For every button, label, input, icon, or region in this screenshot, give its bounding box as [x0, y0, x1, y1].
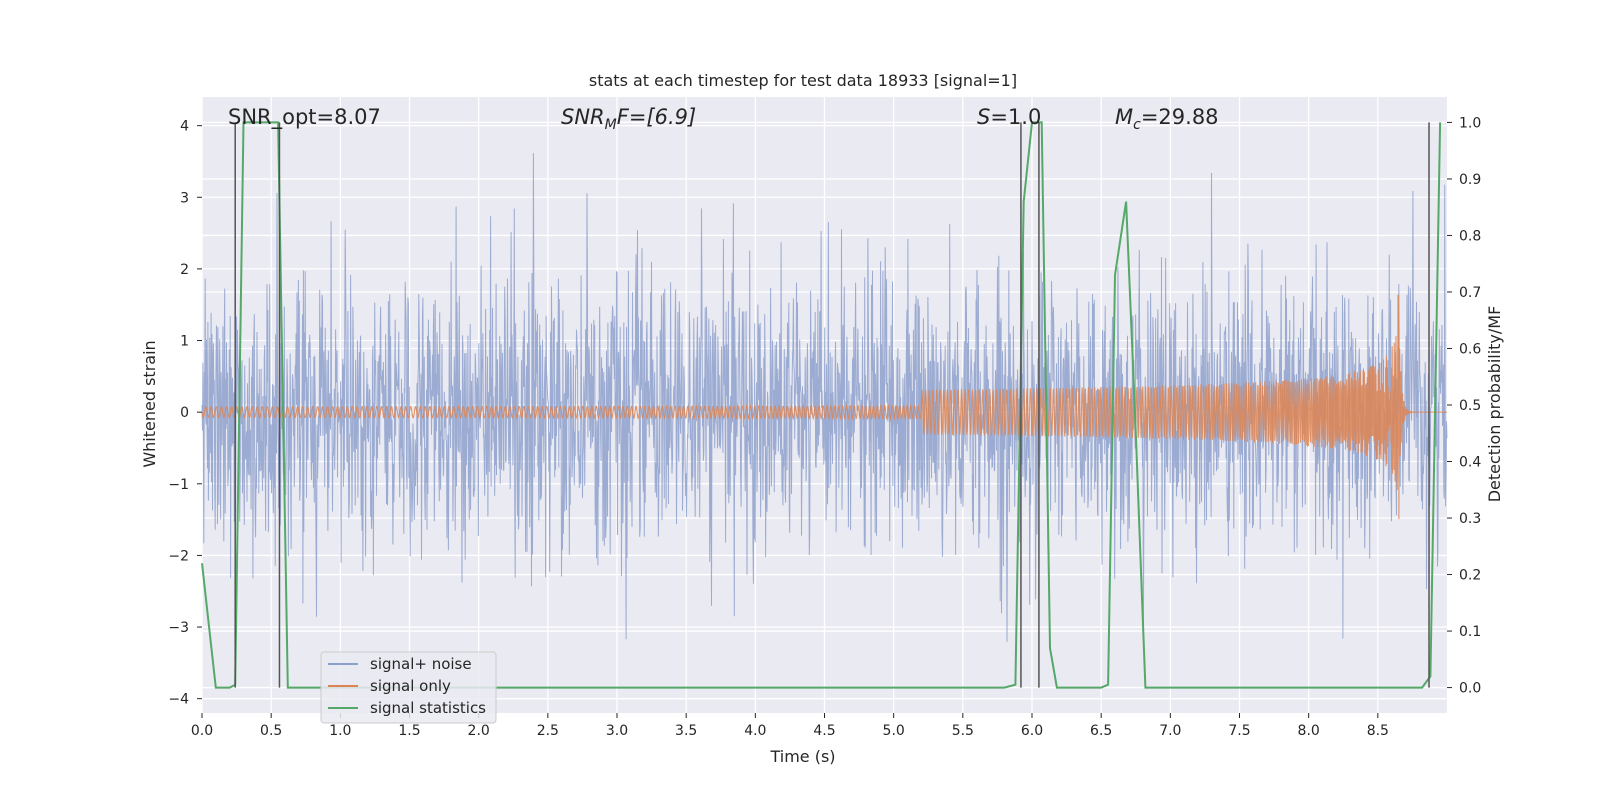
x-axis-label: Time (s) — [769, 747, 835, 766]
y2-axis-ticks: 1.0 0.9 0.8 0.7 0.6 0.5 0.4 0.3 0.2 0.1 0.0 — [1447, 115, 1481, 697]
y-axis-label: Whitened strain — [140, 340, 159, 467]
x-tick-label: 4.0 — [744, 723, 766, 739]
x-tick-label: 0.0 — [191, 723, 213, 739]
x-tick-label: 0.5 — [260, 723, 282, 739]
x-tick-label: 7.0 — [1159, 723, 1181, 739]
y2-tick-label: 1.0 — [1459, 115, 1481, 131]
mc-sub: c — [1133, 117, 1141, 133]
x-tick-label: 1.0 — [329, 723, 351, 739]
y2-axis-label: Detection probability/MF — [1485, 306, 1504, 503]
annotation-snr-mf: SNRMF=[6.9] — [561, 105, 696, 133]
y-tick-label: −3 — [168, 620, 189, 636]
y2-tick-label: 0.7 — [1459, 285, 1481, 301]
y-tick-label: −2 — [168, 548, 189, 564]
annotation-mc: Mc=29.88 — [1115, 105, 1219, 133]
x-tick-label: 1.5 — [398, 723, 420, 739]
snr-mf-main: SNR — [561, 105, 605, 129]
chart-title: stats at each timestep for test data 189… — [589, 71, 1017, 90]
y2-tick-label: 0.1 — [1459, 624, 1481, 640]
y-tick-label: 0 — [180, 405, 189, 421]
x-tick-label: 2.0 — [468, 723, 490, 739]
x-tick-label: 6.5 — [1090, 723, 1112, 739]
annotation-s: S=1.0 — [977, 105, 1041, 129]
annotation-snr-opt: SNR_opt=8.07 — [228, 105, 381, 130]
s-main: S — [977, 105, 990, 129]
mc-rest: =29.88 — [1141, 105, 1219, 129]
y-axis-ticks: 4 3 2 1 0 −1 −2 −3 −4 — [168, 119, 202, 708]
event-markers — [234, 122, 1430, 688]
legend-label-signal-statistics: signal statistics — [370, 699, 486, 717]
snr-mf-sub: M — [605, 117, 617, 133]
x-tick-label: 8.0 — [1298, 723, 1320, 739]
y2-tick-label: 0.9 — [1459, 172, 1481, 188]
x-tick-label: 5.0 — [883, 723, 905, 739]
snr-mf-rest: F=[6.9] — [617, 105, 696, 129]
x-axis-ticks: 0.0 0.5 1.0 1.5 2.0 2.5 3.0 3.5 4.0 4.5 5.0 5.5 6.0 6… — [191, 713, 1389, 739]
legend-label-signal-noise: signal+ noise — [370, 655, 472, 673]
x-tick-label: 5.5 — [952, 723, 974, 739]
y-tick-label: −4 — [168, 692, 189, 708]
x-tick-label: 8.5 — [1367, 723, 1389, 739]
y2-tick-label: 0.3 — [1459, 511, 1481, 527]
x-tick-label: 2.5 — [537, 723, 559, 739]
y2-tick-label: 0.8 — [1459, 228, 1481, 244]
legend: signal+ noise signal only signal statist… — [320, 651, 497, 724]
y2-tick-label: 0.2 — [1459, 568, 1481, 584]
y2-tick-label: 0.4 — [1459, 455, 1481, 471]
y2-tick-label: 0.6 — [1459, 341, 1481, 357]
mc-main: M — [1115, 105, 1133, 129]
x-tick-label: 6.0 — [1021, 723, 1043, 739]
series-signal-statistics — [201, 121, 1442, 689]
y2-tick-label: 0.5 — [1459, 398, 1481, 414]
x-tick-label: 3.0 — [606, 723, 628, 739]
series-layer — [201, 121, 1448, 689]
y-tick-label: 1 — [180, 334, 189, 350]
y-tick-label: 2 — [180, 262, 189, 278]
y-tick-label: 3 — [180, 190, 189, 206]
x-tick-label: 4.5 — [813, 723, 835, 739]
x-tick-label: 7.5 — [1228, 723, 1250, 739]
y-tick-label: −1 — [168, 477, 189, 493]
series-signal-only — [201, 294, 1447, 520]
legend-box — [320, 651, 497, 724]
y2-tick-label: 0.0 — [1459, 681, 1481, 697]
y-tick-label: 4 — [180, 119, 189, 135]
x-tick-label: 3.5 — [675, 723, 697, 739]
s-rest: =1.0 — [990, 105, 1041, 129]
legend-label-signal-only: signal only — [370, 677, 451, 695]
